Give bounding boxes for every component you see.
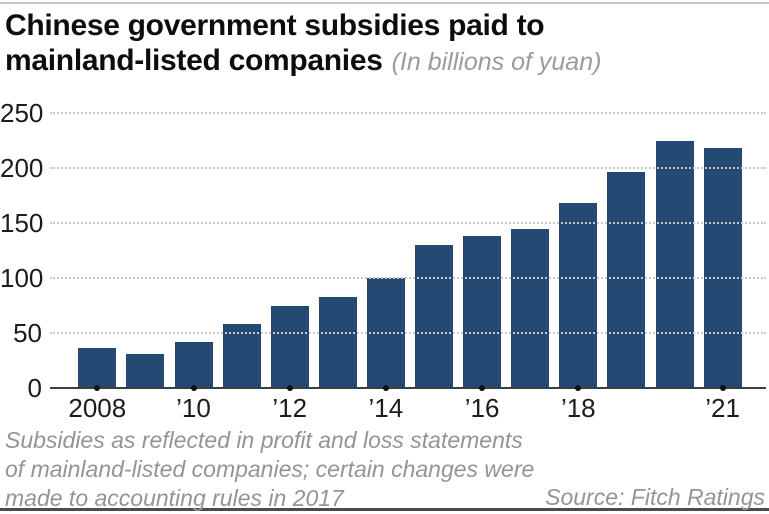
y-axis-label-250: 250 [0,98,44,128]
bar-2012 [270,305,309,388]
footnote-line: made to accounting rules in 2017 [5,485,344,511]
bar-2013 [318,296,357,388]
bar-2020 [655,140,694,388]
x-axis-label-16: ’16 [464,393,500,423]
chart-unit-subtitle: (In billions of yuan) [391,48,602,76]
x-tick-dot-14 [382,385,389,391]
top-rule [0,2,769,4]
gridline-50 [50,332,766,334]
x-axis-label-18: ’18 [560,393,596,423]
y-axis-label-0: 0 [27,373,42,403]
y-axis-label-150: 150 [0,208,44,238]
x-tick-dot-16 [479,385,486,391]
chart-footnote: Subsidies as reflected in profit and los… [5,426,585,513]
gridline-250 [50,112,766,114]
chart-title-line2-row: mainland-listed companies (In billions of… [5,43,765,80]
x-tick-dot-10 [190,385,197,391]
y-axis-label-100: 100 [0,263,44,293]
chart-title: Chinese government subsidies paid to mai… [5,8,765,80]
x-axis-label-2008: 2008 [68,393,127,423]
x-tick-dot-2008 [94,385,101,391]
footnote-line: of mainland-listed companies; certain ch… [5,456,535,482]
bar-2011 [222,324,261,388]
bar-2008 [78,348,117,388]
bar-2009 [126,353,165,388]
bar-2015 [415,245,453,388]
chart-title-line1: Chinese government subsidies paid to [5,9,545,42]
bottom-rule [0,508,769,511]
gridline-150 [50,222,766,224]
x-axis-label-10: ’10 [176,393,211,423]
gridline-100 [50,277,766,279]
x-axis-label-14: ’14 [368,393,404,423]
bar-2021 [703,148,742,388]
bar-2010 [174,341,213,388]
x-tick-dot-18 [575,385,582,391]
x-axis-label-12: ’12 [272,393,308,423]
bar-2016 [463,236,502,388]
x-tick-dot-12 [286,385,293,391]
y-axis-label-50: 50 [13,318,42,348]
footnote-line: Subsidies as reflected in profit and los… [5,427,523,453]
x-tick-dot-21 [719,385,726,391]
chart-title-line2: mainland-listed companies [5,44,383,77]
bar-2019 [607,172,646,388]
x-axis-label-21: ’21 [705,393,740,423]
bar-2017 [511,228,550,388]
bar-2018 [559,203,598,388]
x-axis-line [50,387,766,389]
gridline-200 [50,167,766,169]
y-axis-label-200: 200 [0,153,44,183]
source-credit: Source: Fitch Ratings [545,484,765,510]
